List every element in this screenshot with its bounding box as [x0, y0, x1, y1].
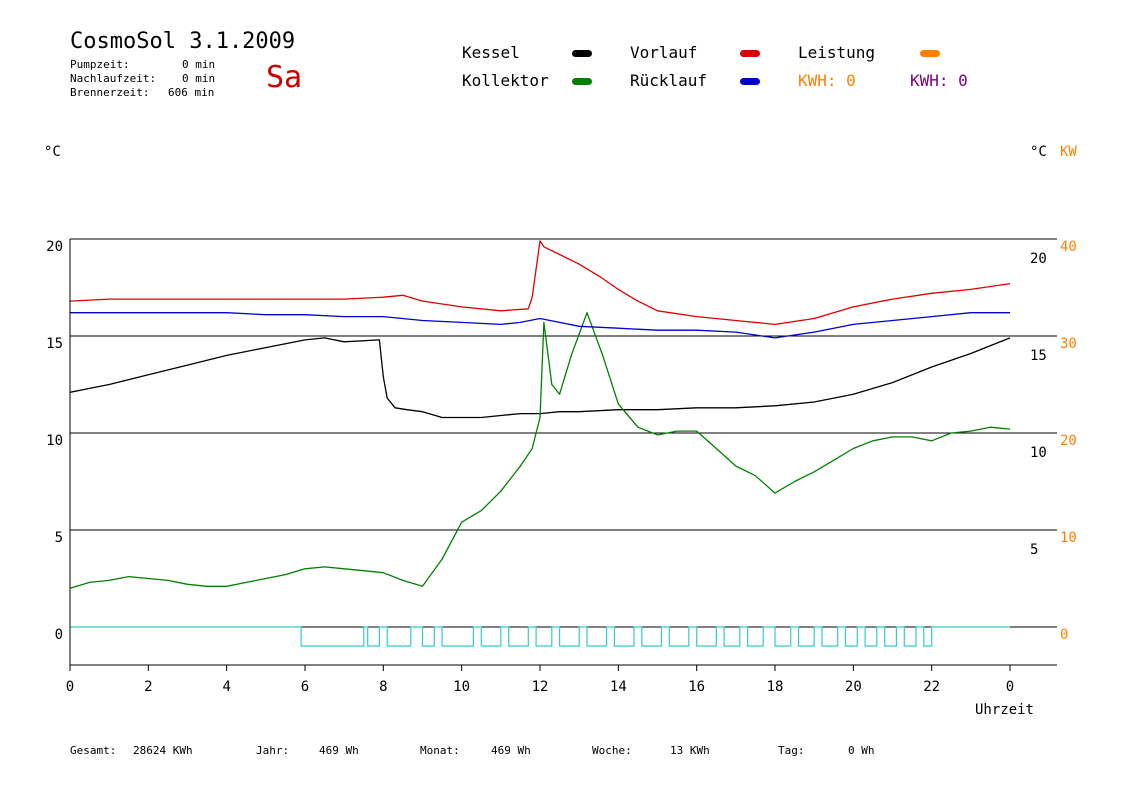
- weekday-label: Sa: [266, 60, 303, 95]
- stat-nachlaufzeit-label: Nachlaufzeit:: [70, 72, 157, 85]
- y-left-tick-label-2: 10: [46, 433, 63, 449]
- y-right-c-tick-label-3: 20: [1030, 251, 1047, 267]
- stat-pumpzeit-value: 0 min: [182, 58, 216, 71]
- y-right-c-tick-label-2: 15: [1030, 348, 1047, 364]
- y-left-tick-label-1: 5: [55, 530, 63, 546]
- x-tick-label-6: 12: [532, 679, 549, 695]
- y-left-tick-label-0: 0: [55, 627, 63, 643]
- x-tick-label-0: 0: [66, 679, 74, 695]
- x-tick-label-3: 6: [301, 679, 309, 695]
- footer-monat-label: Monat:: [420, 744, 460, 757]
- series-line-kessel: [69, 337, 1011, 419]
- chart-ticks: 0 2 4 6 8 10 12 14 16 18 20 22 0 Uhrzeit 0 5 10 15 20 5 10 15…: [46, 239, 1077, 718]
- x-tick-label-10: 20: [845, 679, 862, 695]
- stat-brennerzeit-label: Brennerzeit:: [70, 86, 150, 99]
- legend-kwh-orange: KWH: 0: [798, 71, 856, 90]
- y-left-tick-label-3: 15: [46, 336, 63, 352]
- x-tick-label-1: 2: [144, 679, 152, 695]
- legend-leistung-label: Leistung: [798, 43, 876, 62]
- x-tick-label-4: 8: [379, 679, 387, 695]
- chart-grid: [70, 238, 1057, 628]
- x-tick-label-5: 10: [453, 679, 470, 695]
- legend-vorlauf-label: Vorlauf: [630, 43, 698, 62]
- footer-tag-label: Tag:: [778, 744, 805, 757]
- series-line-vorlauf: [69, 240, 1011, 326]
- legend-kessel-label: Kessel: [462, 43, 520, 62]
- right-axis-unit-c: °C: [1030, 144, 1047, 160]
- y-right-c-tick-label-1: 10: [1030, 445, 1047, 461]
- legend-kollektor-swatch: [572, 78, 592, 85]
- stat-brennerzeit-value: 606 min: [168, 86, 215, 99]
- legend-ruecklauf-swatch: [740, 78, 760, 85]
- y-left-tick-label-4: 20: [46, 239, 63, 255]
- y-right-kw-tick-label-4: 40: [1060, 239, 1077, 255]
- y-right-c-tick-label-0: 5: [1030, 542, 1038, 558]
- y-right-kw-tick-label-0: 0: [1060, 627, 1068, 643]
- x-tick-label-7: 14: [610, 679, 627, 695]
- footer-gesamt-value: 28624 KWh: [133, 744, 193, 757]
- pump-indicator: [70, 626, 1010, 647]
- legend-vorlauf-swatch: [740, 50, 760, 57]
- footer-tag-value: 0 Wh: [848, 744, 875, 757]
- legend-ruecklauf-label: Rücklauf: [630, 71, 708, 90]
- x-tick-label-9: 18: [767, 679, 784, 695]
- left-axis-unit: °C: [44, 144, 61, 160]
- footer-jahr-label: Jahr:: [256, 744, 290, 757]
- series-line-rücklauf: [70, 312, 1010, 339]
- right-axis-unit-kw: KW: [1060, 144, 1077, 160]
- stat-nachlaufzeit-value: 0 min: [182, 72, 216, 85]
- stat-pumpzeit-label: Pumpzeit:: [70, 58, 130, 71]
- y-right-kw-tick-label-1: 10: [1060, 530, 1077, 546]
- chart-title: CosmoSol 3.1.2009: [70, 29, 296, 54]
- chart-axes: [69, 239, 1057, 666]
- x-tick-label-12: 0: [1006, 679, 1014, 695]
- legend-kessel-swatch: [572, 50, 592, 57]
- legend-kollektor-label: Kollektor: [462, 71, 549, 90]
- x-tick-label-2: 4: [222, 679, 230, 695]
- footer-gesamt-label: Gesamt:: [70, 744, 117, 757]
- footer-monat-value: 469 Wh: [491, 744, 531, 757]
- legend-leistung-swatch: [920, 50, 940, 57]
- series-line-kollektor: [69, 312, 1011, 589]
- footer-jahr-value: 469 Wh: [319, 744, 359, 757]
- pump-signal-line: [70, 626, 1010, 647]
- y-right-kw-tick-label-3: 30: [1060, 336, 1077, 352]
- footer-woche-label: Woche:: [592, 744, 632, 757]
- footer-woche-value: 13 KWh: [670, 744, 710, 757]
- legend-kwh-purple: KWH: 0: [910, 71, 968, 90]
- chart-series: [69, 240, 1011, 589]
- x-tick-label-8: 16: [688, 679, 705, 695]
- y-right-kw-tick-label-2: 20: [1060, 433, 1077, 449]
- x-tick-label-11: 22: [923, 679, 940, 695]
- x-axis-label: Uhrzeit: [975, 702, 1034, 718]
